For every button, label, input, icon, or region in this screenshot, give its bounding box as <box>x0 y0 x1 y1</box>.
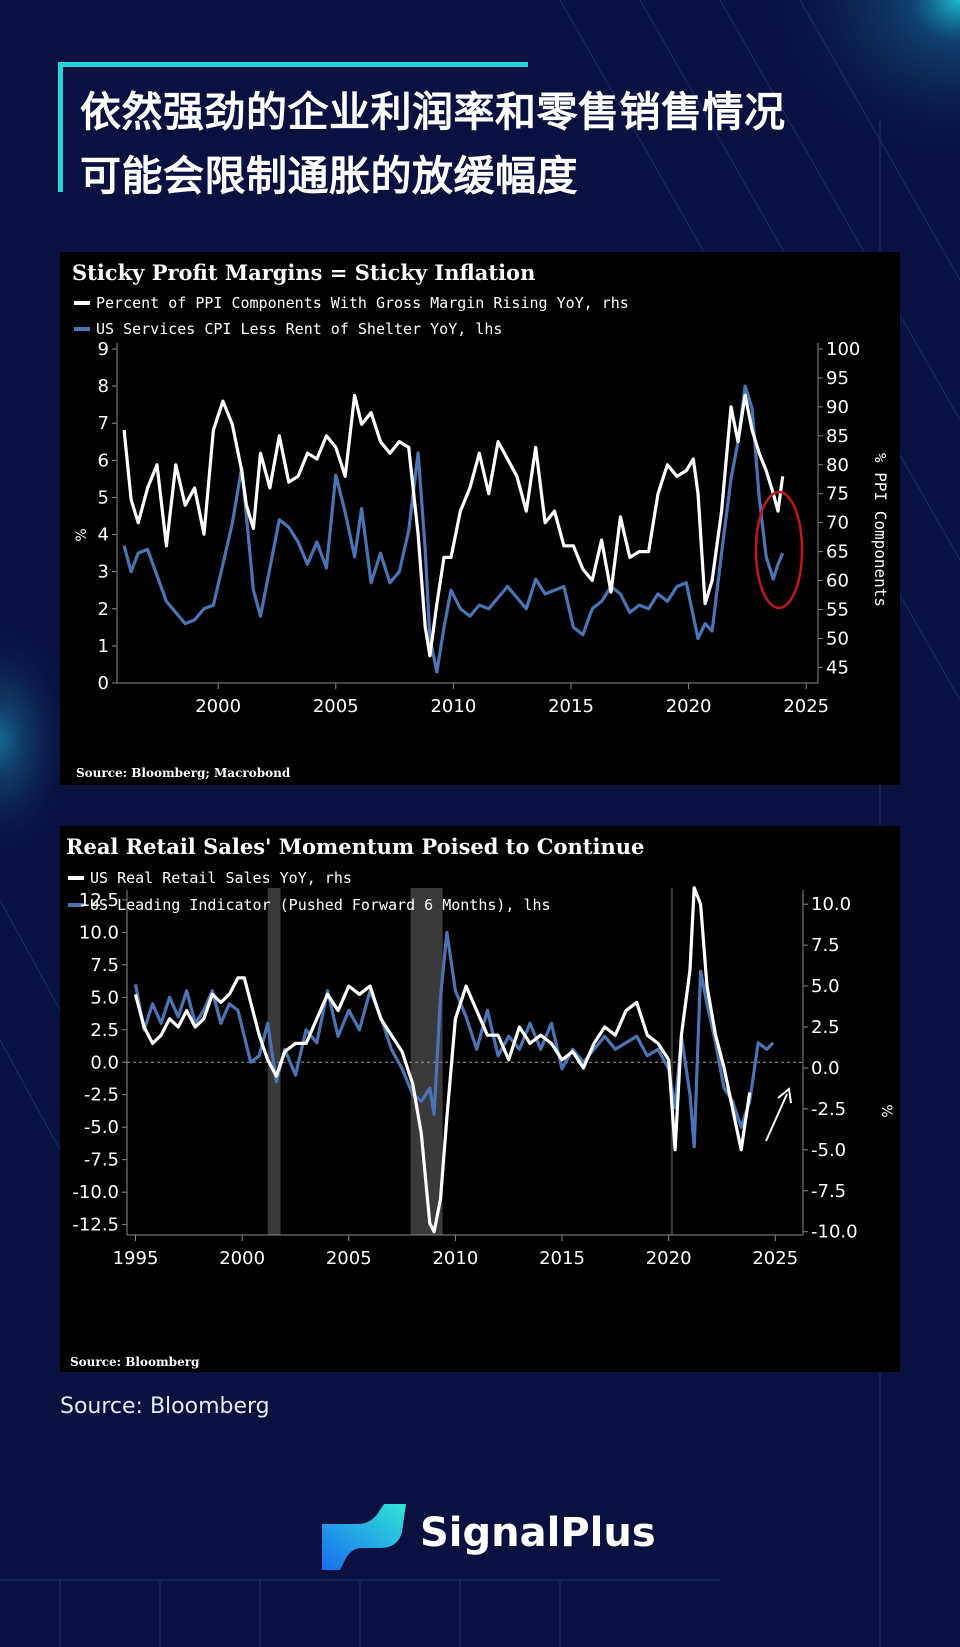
right-axis-label: % PPI Components <box>871 453 890 607</box>
right-tick-label-1: 50 <box>826 628 849 649</box>
trend-arrow-shaft <box>765 1093 788 1142</box>
chart-profit-margins: Sticky Profit Margins = Sticky Inflation… <box>72 260 890 780</box>
right-tick-label-5: 70 <box>826 513 849 534</box>
left-tick-label-8: -7.5 <box>84 1150 119 1171</box>
left-tick-label-0: 0 <box>98 673 109 694</box>
legend-entry-retail: US Real Retail Sales YoY, rhs <box>90 869 352 887</box>
chart-title: Sticky Profit Margins = Sticky Inflation <box>72 260 535 285</box>
chart-retail-sales: Real Retail Sales' Momentum Poised to Co… <box>66 834 894 1369</box>
right-tick-label-11: 100 <box>826 339 860 360</box>
left-tick-label-9: 9 <box>98 339 109 360</box>
chart-source: Source: Bloomberg <box>70 1355 200 1369</box>
x-tick-label-5: 2025 <box>783 696 829 717</box>
right-axis-label: % <box>878 1104 894 1117</box>
source-caption: Source: Bloomberg <box>60 1394 270 1419</box>
left-tick-label-4: 4 <box>98 525 109 546</box>
series-line-lhs <box>133 930 775 1149</box>
right-tick-label-2: 5.0 <box>811 976 840 997</box>
left-tick-label-5: 0.0 <box>90 1052 119 1073</box>
right-tick-label-2: 55 <box>826 599 849 620</box>
right-tick-label-1: 7.5 <box>811 935 840 956</box>
x-tick-label-0: 1995 <box>113 1248 159 1269</box>
series-line-rhs <box>122 393 785 658</box>
right-tick-label-7: 80 <box>826 455 849 476</box>
page-title-line1: 依然强劲的企业利润率和零售销售情况 <box>80 88 786 136</box>
chart-title: Real Retail Sales' Momentum Poised to Co… <box>66 834 644 859</box>
title-accent-bar-left <box>58 62 63 192</box>
right-tick-label-9: 90 <box>826 397 849 418</box>
legend-entry-ppi: Percent of PPI Components With Gross Mar… <box>96 294 629 312</box>
right-tick-label-4: 0.0 <box>811 1058 840 1079</box>
right-tick-label-7: -7.5 <box>811 1181 846 1202</box>
x-tick-label-4: 2020 <box>666 696 712 717</box>
right-tick-label-8: -10.0 <box>811 1222 858 1243</box>
left-axis-label: % <box>74 528 90 541</box>
right-tick-label-6: -5.0 <box>811 1140 846 1161</box>
recession-band-2 <box>670 888 673 1235</box>
legend-entry-leading: US Leading Indicator (Pushed Forward 6 M… <box>90 896 551 914</box>
left-tick-label-3: 3 <box>98 562 109 583</box>
x-tick-label-5: 2020 <box>646 1248 692 1269</box>
page-title: 依然强劲的企业利润率和零售销售情况 可能会限制通胀的放缓幅度 <box>80 80 940 208</box>
chart-panel-retail-sales: Real Retail Sales' Momentum Poised to Co… <box>60 826 900 1372</box>
x-tick-label-0: 2000 <box>195 696 241 717</box>
right-tick-label-3: 2.5 <box>811 1017 840 1038</box>
chart-source: Source: Bloomberg; Macrobond <box>76 766 291 780</box>
brand-name: SignalPlus <box>420 1510 656 1556</box>
left-tick-label-5: 5 <box>98 487 109 508</box>
x-tick-label-2: 2005 <box>326 1248 372 1269</box>
x-tick-label-1: 2005 <box>313 696 359 717</box>
signalplus-logo-icon <box>322 1504 406 1570</box>
left-tick-label-0: 12.5 <box>79 890 119 911</box>
trend-arrow-head <box>777 1087 792 1104</box>
left-tick-label-2: 7.5 <box>90 955 119 976</box>
left-tick-label-1: 1 <box>98 636 109 657</box>
page-title-line2: 可能会限制通胀的放缓幅度 <box>80 152 578 200</box>
x-tick-label-4: 2015 <box>539 1248 585 1269</box>
left-tick-label-3: 5.0 <box>90 987 119 1008</box>
right-tick-label-6: 75 <box>826 484 849 505</box>
left-tick-label-10: -12.5 <box>72 1215 119 1236</box>
right-tick-label-5: -2.5 <box>811 1099 846 1120</box>
right-tick-label-3: 60 <box>826 571 849 592</box>
x-tick-label-2: 2010 <box>430 696 476 717</box>
left-tick-label-4: 2.5 <box>90 1020 119 1041</box>
chart-panel-profit-margins: Sticky Profit Margins = Sticky Inflation… <box>60 252 900 785</box>
legend-entry-cpi: US Services CPI Less Rent of Shelter YoY… <box>96 320 502 338</box>
x-tick-label-3: 2010 <box>432 1248 478 1269</box>
title-accent-bar <box>58 62 528 67</box>
highlight-ellipse <box>754 490 804 610</box>
x-tick-label-1: 2000 <box>219 1248 265 1269</box>
left-tick-label-9: -10.0 <box>72 1182 119 1203</box>
left-tick-label-7: 7 <box>98 413 109 434</box>
right-tick-label-10: 95 <box>826 368 849 389</box>
left-tick-label-2: 2 <box>98 599 109 620</box>
series-line-rhs <box>133 886 752 1234</box>
right-tick-label-0: 45 <box>826 657 849 678</box>
series-line-lhs <box>122 384 785 674</box>
left-tick-label-6: 6 <box>98 450 109 471</box>
left-tick-label-8: 8 <box>98 376 109 397</box>
left-tick-label-7: -5.0 <box>84 1117 119 1138</box>
right-tick-label-8: 85 <box>826 426 849 447</box>
left-tick-label-6: -2.5 <box>84 1085 119 1106</box>
x-tick-label-3: 2015 <box>548 696 594 717</box>
right-tick-label-0: 10.0 <box>811 894 851 915</box>
x-tick-label-6: 2025 <box>752 1248 798 1269</box>
right-tick-label-4: 65 <box>826 542 849 563</box>
left-tick-label-1: 10.0 <box>79 922 119 943</box>
